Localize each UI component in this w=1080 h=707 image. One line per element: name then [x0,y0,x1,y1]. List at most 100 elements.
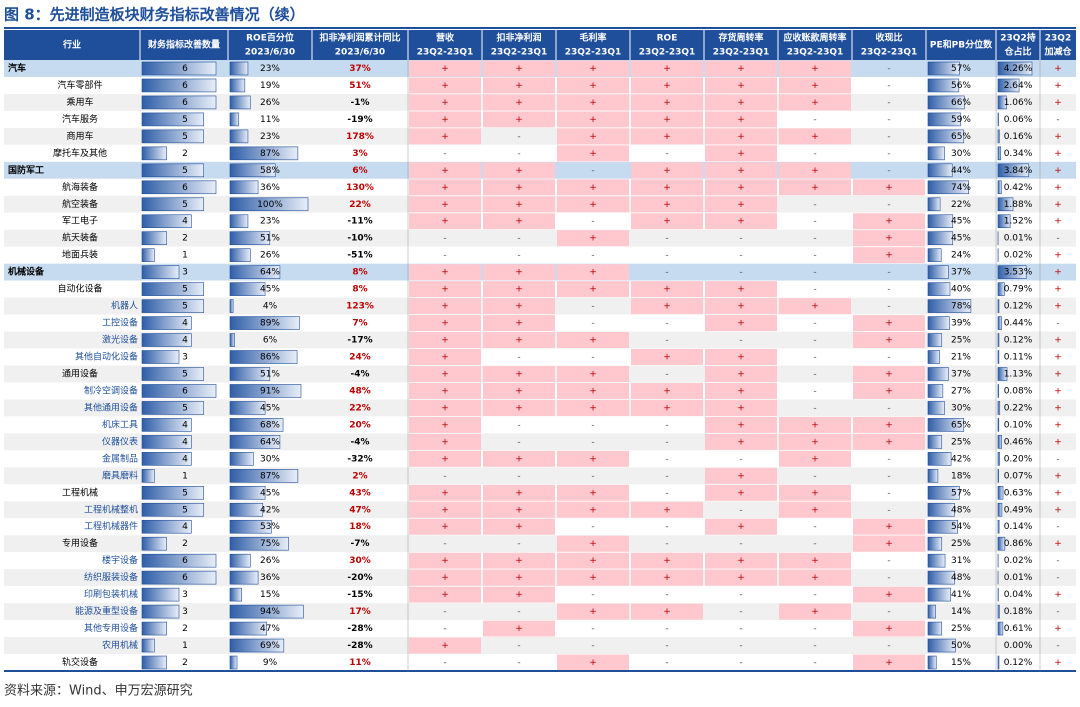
header-label: 毛利率 [579,32,606,44]
growth: -20% [347,573,372,583]
sign: - [887,607,890,617]
count: 4 [182,319,188,329]
header-label: 营收 [436,32,454,44]
change: + [1054,166,1062,176]
pe: 57% [951,64,971,74]
pe: 25% [951,624,971,634]
hold: 0.14% [1004,522,1033,532]
sign: + [441,132,449,142]
pe-bar [928,384,943,397]
hold: 0.34% [1004,149,1033,159]
growth: -51% [347,251,372,261]
sign: - [813,353,816,363]
header-label: 加减仓 [1043,46,1072,58]
sign: + [737,64,745,74]
pe-bar [928,401,945,414]
roe: 75% [260,539,280,549]
count-bar [142,300,204,313]
roe: 19% [260,81,280,91]
sign: + [811,607,819,617]
header-label: 23Q2-23Q1 [565,48,622,58]
change: - [1056,641,1059,651]
sign: + [663,285,671,295]
sign: - [739,505,742,515]
industry-name: 印刷包装机械 [84,588,138,600]
sign: + [441,64,449,74]
count-bar [142,283,204,296]
pe: 66% [951,98,971,108]
sign: + [589,81,597,91]
count-bar [142,130,204,143]
pe: 39% [951,319,971,329]
sign: - [517,641,520,651]
sign: - [517,539,520,549]
sign: - [591,437,594,447]
sign: + [441,166,449,176]
sign: - [887,268,890,278]
roe: 6% [263,336,278,346]
pe: 27% [951,386,971,396]
growth: 22% [349,200,371,210]
hold: 0.61% [1004,624,1033,634]
pe-bar [928,334,942,347]
sign: + [663,556,671,566]
sign: - [443,539,446,549]
sign: - [813,336,816,346]
pe-bar [928,266,948,279]
sign: + [811,488,819,498]
sign: + [441,522,449,532]
sign: + [663,607,671,617]
sign: - [591,302,594,312]
roe: 4% [263,302,278,312]
count-bar [142,198,204,211]
sign: - [665,149,668,159]
industry-name: 专用设备 [62,537,98,549]
pe: 50% [951,641,971,651]
sign: - [591,319,594,329]
count: 6 [182,98,188,108]
hold: 0.63% [1004,488,1033,498]
count-bar [142,605,179,618]
sign: + [737,573,745,583]
change: + [1054,149,1062,159]
growth: 24% [349,353,371,363]
industry-name: 航空装备 [62,198,98,210]
sign: + [663,64,671,74]
pe-bar [928,249,941,262]
count: 5 [182,505,188,515]
sign: + [589,369,597,379]
sign: + [441,590,449,600]
growth: 11% [349,658,371,668]
pe-bar [928,164,952,177]
hold-bar [998,469,999,482]
sign: + [885,336,893,346]
sign: - [517,132,520,142]
sign: + [441,556,449,566]
sign: + [589,573,597,583]
roe: 100% [257,200,283,210]
change: + [1054,132,1062,142]
pe: 45% [951,217,971,227]
sign: - [443,471,446,481]
sign: + [515,200,523,210]
growth: -4% [350,369,369,379]
sign: - [887,454,890,464]
sign: + [515,386,523,396]
roe-bar [230,130,248,143]
sign: - [887,285,890,295]
roe-bar [230,588,242,601]
hold: 0.04% [1004,590,1033,600]
pe: 48% [951,505,971,515]
industry-name: 商用车 [66,130,93,142]
sign: + [737,81,745,91]
sign: + [441,454,449,464]
sign: + [737,200,745,210]
industry-name: 金属制品 [102,452,138,464]
change: - [1056,115,1059,125]
hold-bar [998,147,1001,160]
sign: - [443,624,446,634]
roe: 9% [263,658,278,668]
change: + [1054,98,1062,108]
roe: 23% [260,64,280,74]
sign: - [739,539,742,549]
